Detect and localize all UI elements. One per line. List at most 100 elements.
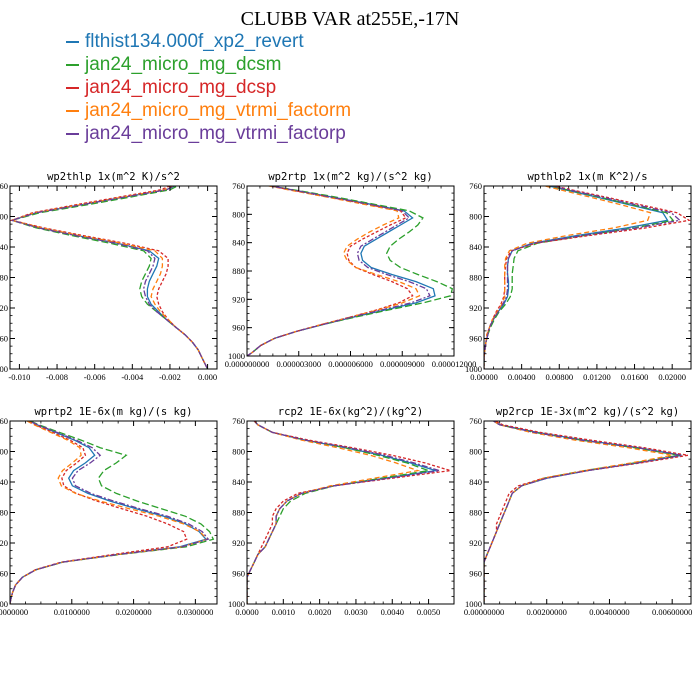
x-tick-label: -0.010 xyxy=(8,372,30,382)
legend-label: flthist134.000f_xp2_revert xyxy=(85,31,304,52)
x-tick-label: 0.02000 xyxy=(658,372,686,382)
legend-swatch xyxy=(66,86,79,89)
y-tick-label: 1000 xyxy=(0,599,8,609)
x-tick-label: 0.000000000 xyxy=(225,359,270,369)
x-tick-label: 0.00600000 xyxy=(652,607,692,617)
y-tick-label: 920 xyxy=(232,294,245,304)
x-tick-label: 0.000009000 xyxy=(380,359,425,369)
y-tick-label: 760 xyxy=(232,181,245,191)
y-tick-label: 1000 xyxy=(465,599,482,609)
x-tick-label: -0.006 xyxy=(84,372,106,382)
y-tick-label: 1000 xyxy=(228,599,245,609)
x-tick-label: 0.000003000 xyxy=(276,359,321,369)
x-tick-label: 0.0000 xyxy=(235,607,258,617)
series-line xyxy=(10,421,208,604)
y-tick-label: 840 xyxy=(0,242,8,252)
series-line xyxy=(484,421,689,604)
legend-label: jan24_micro_mg_dcsp xyxy=(85,77,277,98)
x-tick-label: 0.0020 xyxy=(308,607,331,617)
series-line xyxy=(484,186,652,369)
legend-swatch xyxy=(66,109,79,112)
series-line xyxy=(10,421,188,604)
series-group xyxy=(247,421,451,604)
x-tick-label: 0.00800 xyxy=(545,372,573,382)
series-line xyxy=(10,186,209,369)
legend: flthist134.000f_xp2_revert jan24_micro_m… xyxy=(66,30,351,145)
y-tick-label: 1000 xyxy=(465,364,482,374)
chart-panel: wpthlp2 1x(m K^2)/s 760 800 840 880 920 960 100… xyxy=(465,171,692,382)
panel-title: rcp2 1E-6x(kg^2)/(kg^2) xyxy=(278,406,423,418)
y-tick-label: 760 xyxy=(0,416,8,426)
y-tick-label: 880 xyxy=(0,508,8,518)
legend-item: jan24_micro_mg_vtrmi_factorp xyxy=(66,122,351,145)
plot-frame xyxy=(483,185,692,370)
y-tick-label: 1000 xyxy=(228,351,245,361)
series-line xyxy=(484,186,682,369)
y-tick-label: 800 xyxy=(469,447,482,457)
series-line xyxy=(484,421,682,604)
y-tick-label: 760 xyxy=(469,416,482,426)
y-tick-label: 800 xyxy=(232,209,245,219)
series-line xyxy=(484,186,675,369)
x-tick-label: 0.0000000 xyxy=(0,607,28,617)
chart-panel: wp2rcp 1E-3x(m^2 kg)/(s^2 kg) 760 800 840 88… xyxy=(464,406,693,617)
y-tick-label: 880 xyxy=(469,273,482,283)
y-tick-label: 840 xyxy=(0,477,8,487)
series-line xyxy=(247,186,436,356)
legend-swatch xyxy=(66,132,79,135)
main-title: CLUBB VAR at255E,-17N xyxy=(240,8,460,30)
legend-swatch xyxy=(66,63,79,66)
y-tick-label: 920 xyxy=(0,303,8,313)
series-line xyxy=(247,421,440,604)
series-line xyxy=(10,421,210,604)
x-tick-label: 0.01200 xyxy=(583,372,611,382)
y-tick-label: 840 xyxy=(232,477,245,487)
x-tick-label: 0.0300000 xyxy=(177,607,213,617)
series-group xyxy=(484,186,691,369)
y-tick-label: 800 xyxy=(0,447,8,457)
panel-title: wpthlp2 1x(m K^2)/s xyxy=(527,171,647,183)
y-tick-label: 840 xyxy=(232,238,245,248)
chart-panel: wp2rtp 1x(m^2 kg)/(s^2 kg) 760 800 840 880 92… xyxy=(225,171,477,369)
x-tick-label: -0.004 xyxy=(121,372,144,382)
series-line xyxy=(10,186,209,369)
y-tick-label: 960 xyxy=(469,569,482,579)
plot-frame xyxy=(483,420,692,605)
y-tick-label: 760 xyxy=(0,181,8,191)
x-tick-label: 0.000 xyxy=(198,372,217,382)
y-tick-label: 880 xyxy=(0,273,8,283)
y-tick-label: 1000 xyxy=(0,364,8,374)
y-tick-label: 760 xyxy=(469,181,482,191)
series-line xyxy=(247,421,451,604)
x-tick-label: 0.00200000 xyxy=(527,607,567,617)
y-tick-label: 960 xyxy=(0,569,8,579)
y-tick-label: 960 xyxy=(469,334,482,344)
legend-item: jan24_micro_mg_dcsp xyxy=(66,76,351,99)
legend-label: jan24_micro_mg_vtrmi_factorp xyxy=(85,123,346,144)
panel-title: wp2thlp 1x(m^2 K)/s^2 xyxy=(47,171,180,183)
legend-item: jan24_micro_mg_vtrmi_factorm xyxy=(66,99,351,122)
y-tick-label: 920 xyxy=(0,538,8,548)
plot-frame xyxy=(9,185,218,370)
x-tick-label: 0.0050 xyxy=(417,607,440,617)
x-tick-label: 0.0100000 xyxy=(54,607,90,617)
y-tick-label: 880 xyxy=(469,508,482,518)
series-line xyxy=(484,421,679,604)
series-line xyxy=(247,186,454,356)
x-tick-label: -0.002 xyxy=(159,372,181,382)
x-tick-label: 0.00400 xyxy=(508,372,536,382)
panel-title: wp2rcp 1E-3x(m^2 kg)/(s^2 kg) xyxy=(496,406,679,418)
series-line xyxy=(10,421,209,604)
x-tick-label: 0.0030 xyxy=(344,607,367,617)
y-tick-label: 880 xyxy=(232,266,245,276)
x-tick-label: 0.00000 xyxy=(470,372,498,382)
plot-frame xyxy=(246,185,455,357)
legend-swatch xyxy=(66,40,79,43)
x-tick-label: 0.0010 xyxy=(272,607,295,617)
series-line xyxy=(484,186,691,369)
y-tick-label: 800 xyxy=(232,447,245,457)
y-tick-label: 960 xyxy=(232,323,245,333)
series-group xyxy=(247,186,454,356)
series-group xyxy=(10,421,215,604)
legend-item: flthist134.000f_xp2_revert xyxy=(66,30,351,53)
